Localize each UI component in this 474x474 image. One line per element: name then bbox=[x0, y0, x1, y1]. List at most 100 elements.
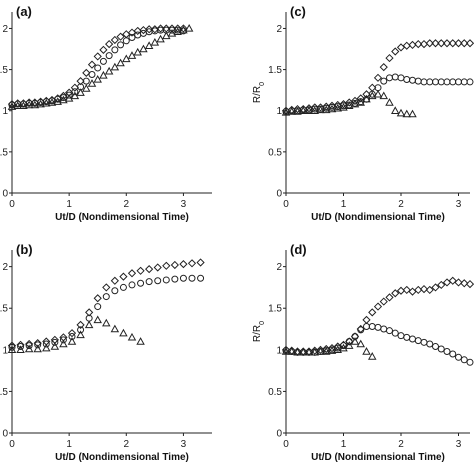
panel-b: 0 0.5 1 1.5 2 0 1 2 3 Ut/D (Nondimensional Time) (… bbox=[0, 242, 212, 463]
panel-label: (c) bbox=[290, 4, 306, 19]
circle-point bbox=[111, 287, 119, 295]
diamond-point bbox=[105, 39, 114, 49]
diamond-point bbox=[110, 35, 119, 45]
triangle-point bbox=[162, 31, 171, 40]
diamond-point bbox=[85, 308, 94, 317]
y-tick-label: 0 bbox=[276, 189, 282, 200]
diamond-point bbox=[153, 263, 162, 272]
triangle-point bbox=[356, 339, 365, 348]
triangle-point bbox=[7, 102, 17, 110]
circle-point bbox=[94, 64, 102, 72]
triangle-point bbox=[76, 88, 85, 96]
diamond-point bbox=[408, 40, 417, 50]
diamond-point bbox=[116, 32, 125, 41]
circle-point bbox=[42, 340, 50, 348]
x-tick-label: 0 bbox=[9, 199, 15, 210]
diamond-point bbox=[179, 260, 188, 269]
triangle-point bbox=[299, 106, 308, 114]
triangle-point bbox=[322, 347, 331, 355]
diamond-point bbox=[460, 279, 469, 288]
diamond-point bbox=[391, 47, 400, 56]
diamond-point bbox=[67, 329, 77, 338]
diamond-point bbox=[119, 272, 128, 281]
diamond-point bbox=[391, 289, 400, 298]
diamond-point bbox=[465, 39, 474, 48]
diamond-point bbox=[167, 24, 177, 33]
triangle-point bbox=[299, 347, 308, 356]
y-tick-label: 2 bbox=[2, 24, 8, 35]
circle-point bbox=[145, 278, 153, 286]
panel-label: (d) bbox=[290, 242, 307, 257]
diamond-point bbox=[127, 269, 137, 278]
diamond-point bbox=[293, 104, 302, 114]
triangle-point bbox=[304, 347, 314, 356]
y-tick-label: 0.5 bbox=[268, 387, 282, 398]
diamond-point bbox=[448, 39, 457, 48]
diamond-point bbox=[156, 24, 165, 33]
circle-point bbox=[443, 78, 451, 86]
circle-point bbox=[397, 332, 405, 340]
circle-point bbox=[34, 341, 42, 349]
x-tick-label: 1 bbox=[341, 439, 347, 450]
triangle-point bbox=[24, 100, 34, 109]
diamond-point bbox=[145, 25, 154, 34]
diamond-point bbox=[356, 94, 365, 103]
diamond-point bbox=[465, 279, 474, 289]
circle-point bbox=[420, 338, 428, 346]
circle-point bbox=[466, 358, 474, 366]
diamond-point bbox=[93, 294, 102, 303]
triangle-point bbox=[7, 345, 17, 354]
circle-point bbox=[171, 275, 179, 283]
x-tick-label: 0 bbox=[9, 439, 15, 450]
diamond-point bbox=[173, 24, 182, 33]
triangle-point bbox=[47, 98, 57, 106]
triangle-point bbox=[316, 347, 325, 355]
triangle-point bbox=[136, 337, 145, 345]
y-tick-label: 2 bbox=[2, 262, 8, 273]
triangle-point bbox=[391, 106, 400, 114]
circle-point bbox=[99, 57, 107, 65]
circle-point bbox=[437, 78, 445, 86]
y-tick-label: 1.5 bbox=[268, 304, 282, 315]
triangle-point bbox=[322, 105, 331, 114]
circle-point bbox=[197, 274, 205, 282]
circle-point bbox=[437, 345, 445, 353]
x-tick-label: 1 bbox=[341, 199, 347, 210]
circle-point bbox=[357, 326, 365, 334]
diamond-point bbox=[25, 339, 34, 349]
diamond-point bbox=[102, 283, 111, 292]
panel-label: (a) bbox=[16, 4, 32, 19]
triangle-point bbox=[345, 341, 354, 349]
triangle-point bbox=[333, 345, 342, 354]
circle-point bbox=[77, 326, 85, 334]
diamond-point bbox=[454, 39, 463, 48]
circle-point bbox=[455, 78, 462, 86]
circle-point bbox=[334, 344, 342, 352]
circle-point bbox=[455, 353, 462, 361]
circle-point bbox=[414, 337, 422, 345]
y-axis-label: R/R0 bbox=[252, 321, 266, 342]
triangle-point bbox=[350, 337, 360, 345]
circle-point bbox=[25, 342, 33, 350]
x-tick-label: 2 bbox=[124, 439, 130, 450]
circle-point bbox=[449, 78, 457, 86]
triangle-point bbox=[104, 66, 114, 75]
triangle-point bbox=[19, 101, 28, 110]
circle-point bbox=[391, 73, 399, 81]
triangle-point bbox=[30, 100, 40, 109]
circle-point bbox=[154, 277, 162, 285]
x-tick-label: 3 bbox=[181, 439, 187, 450]
circle-point bbox=[162, 276, 170, 284]
y-tick-label: 0 bbox=[276, 429, 282, 440]
circle-point bbox=[380, 77, 388, 85]
y-tick-label: 0 bbox=[2, 189, 8, 200]
triangle-point bbox=[64, 93, 74, 102]
triangle-point bbox=[408, 109, 417, 118]
circle-point bbox=[59, 336, 67, 344]
triangle-point bbox=[102, 318, 111, 327]
diamond-point bbox=[82, 68, 91, 77]
circle-point bbox=[8, 343, 16, 351]
triangle-point bbox=[99, 70, 108, 79]
circle-point bbox=[403, 333, 411, 341]
triangle-point bbox=[385, 98, 394, 106]
